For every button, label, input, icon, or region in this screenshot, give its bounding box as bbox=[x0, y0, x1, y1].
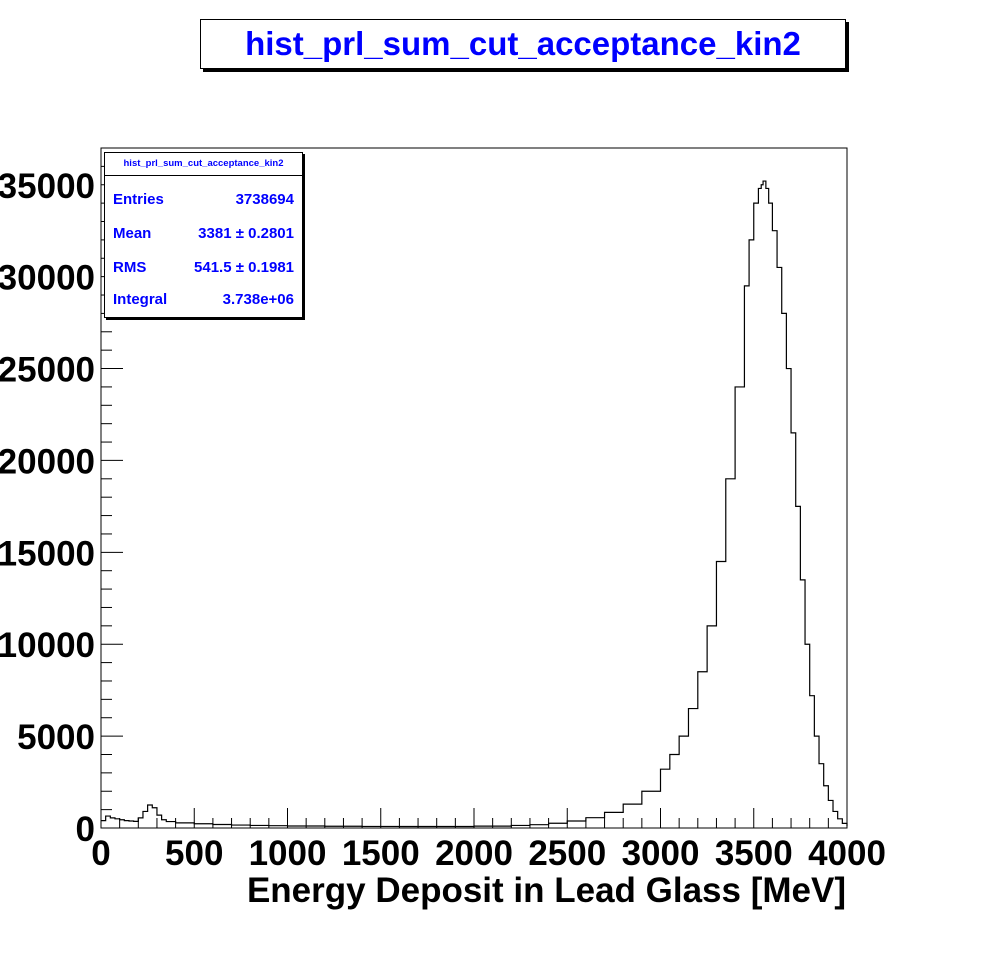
x-tick-label: 3500 bbox=[715, 834, 793, 873]
x-tick-label: 3000 bbox=[622, 834, 700, 873]
x-axis: 0 500 1000 1500 2000 2500 3000 3500 4000 bbox=[91, 808, 886, 873]
stats-label: Integral bbox=[113, 291, 168, 308]
histogram-title: hist_prl_sum_cut_acceptance_kin2 bbox=[245, 25, 801, 62]
x-tick-label: 500 bbox=[165, 834, 223, 873]
x-tick-label: 1500 bbox=[342, 834, 420, 873]
stats-value: 3381 ± 0.2801 bbox=[198, 225, 294, 242]
statistics-box: hist_prl_sum_cut_acceptance_kin2 Entries… bbox=[104, 152, 303, 318]
x-tick-label: 1000 bbox=[249, 834, 327, 873]
y-tick-label: 15000 bbox=[0, 534, 95, 573]
stats-label: RMS bbox=[113, 259, 147, 276]
x-tick-label: 2000 bbox=[435, 834, 513, 873]
stats-row-mean: Mean 3381 ± 0.2801 bbox=[113, 225, 294, 245]
y-tick-label: 0 bbox=[76, 810, 95, 849]
stats-row-rms: RMS 541.5 ± 0.1981 bbox=[113, 259, 294, 279]
y-axis: 0 5000 10000 15000 20000 25000 30000 35000 bbox=[0, 147, 123, 849]
x-tick-label: 2500 bbox=[528, 834, 606, 873]
y-tick-label: 25000 bbox=[0, 351, 95, 390]
y-tick-label: 30000 bbox=[0, 259, 95, 298]
stats-label: Entries bbox=[113, 191, 164, 208]
x-tick-label: 0 bbox=[91, 834, 110, 873]
y-tick-label: 5000 bbox=[17, 718, 95, 757]
stats-row-entries: Entries 3738694 bbox=[113, 191, 294, 211]
stats-row-integral: Integral 3.738e+06 bbox=[113, 291, 294, 311]
stats-value: 541.5 ± 0.1981 bbox=[194, 259, 294, 276]
y-tick-label: 10000 bbox=[0, 626, 95, 665]
stats-box-title: hist_prl_sum_cut_acceptance_kin2 bbox=[105, 153, 302, 176]
x-tick-label: 4000 bbox=[808, 834, 886, 873]
x-axis-label: Energy Deposit in Lead Glass [MeV] bbox=[247, 871, 846, 910]
stats-value: 3738694 bbox=[235, 191, 294, 208]
histogram-title-box: hist_prl_sum_cut_acceptance_kin2 bbox=[200, 19, 846, 69]
stats-label: Mean bbox=[113, 225, 152, 242]
histogram-series-line bbox=[101, 180, 848, 828]
y-tick-label: 20000 bbox=[0, 442, 95, 481]
stats-value: 3.738e+06 bbox=[222, 291, 294, 308]
y-tick-label: 35000 bbox=[0, 167, 95, 206]
